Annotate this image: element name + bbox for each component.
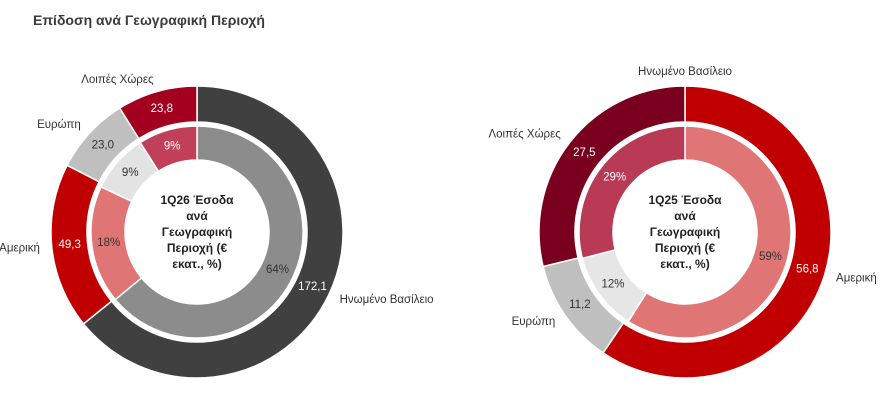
center-title: 1Q25 Έσοδα ανά Γεωγραφική Περιοχή (€ εκα…: [648, 193, 722, 271]
value-label: 18%: [97, 237, 120, 249]
donut-segment: [82, 85, 344, 379]
value-label: 172,1: [298, 281, 327, 293]
donut-segment: [538, 85, 686, 268]
value-label: 49,3: [58, 239, 80, 251]
category-label: Αμερική: [0, 242, 40, 254]
category-label: Λοιπές Χώρες: [488, 128, 561, 140]
donut-segment: [139, 125, 198, 173]
center-hole: [614, 161, 756, 303]
value-label: 12%: [601, 278, 624, 290]
value-label: 9%: [122, 167, 139, 179]
value-label: 9%: [164, 141, 181, 153]
value-label: 23,0: [92, 139, 114, 151]
donut-segment: [578, 125, 686, 260]
page-title: Επίδοση ανά Γεωγραφική Περιοχή: [33, 12, 265, 28]
category-label: Ηνωμένο Βασίλειο: [638, 66, 732, 78]
donut-segment: [118, 85, 198, 140]
center-hole: [126, 161, 268, 303]
value-label: 11,2: [569, 299, 591, 311]
category-label: Ευρώπη: [37, 119, 81, 131]
value-label: 64%: [266, 264, 289, 276]
category-label: Αμερική: [836, 272, 877, 284]
category-label: Ηνωμένο Βασίλειο: [340, 294, 434, 306]
value-label: 29%: [603, 171, 626, 183]
donut-segment: [602, 85, 832, 379]
center-title: 1Q26 Έσοδα ανά Γεωγραφική Περιοχή (€ εκα…: [160, 193, 234, 271]
category-label: Λοιπές Χώρες: [81, 74, 154, 86]
value-label: 59%: [759, 251, 782, 263]
category-label: Ευρώπη: [512, 316, 556, 328]
donut-segment: [114, 125, 304, 339]
value-label: 56,8: [796, 264, 818, 276]
value-label: 27,5: [573, 147, 595, 159]
donut-segment: [627, 125, 792, 339]
value-label: 23,8: [151, 103, 173, 115]
